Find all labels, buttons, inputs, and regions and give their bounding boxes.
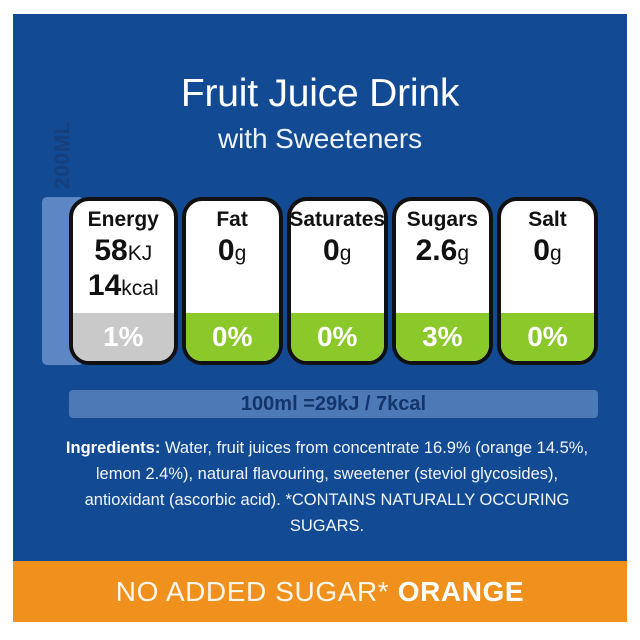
per-100ml-bar: 100ml =29kJ / 7kcal	[69, 390, 598, 418]
nutrient-value-secondary-unit: kcal	[121, 277, 159, 300]
nutrition-cell-top: Energy 58KJ 14kcal	[73, 201, 174, 313]
nutrition-cell-fat: Fat 0g 0%	[181, 197, 283, 365]
nutrient-name: Saturates	[289, 208, 386, 231]
ingredients-label: Ingredients:	[65, 439, 161, 457]
nutrient-value-number: 2.6	[415, 234, 458, 267]
nutrient-value-number: 0	[533, 234, 550, 267]
nutrient-percent-band: 0%	[500, 313, 594, 361]
nutrient-percent-band: 0%	[290, 313, 384, 361]
flavour-label: ORANGE	[397, 575, 525, 607]
nutrient-value-unit: g	[549, 242, 562, 265]
nutrient-percent-band: 0%	[185, 313, 279, 361]
nutrition-cell-salt: Salt 0g 0%	[496, 197, 598, 365]
nutrient-value-number: 58	[94, 234, 128, 267]
nutrition-cell-top: Salt 0g	[501, 201, 594, 313]
nutrient-value-secondary: 14kcal	[88, 270, 159, 305]
nutrition-cell-top: Saturates 0g	[291, 201, 384, 313]
nutrient-value: 0g	[323, 234, 351, 270]
nutrient-value: 58KJ	[94, 234, 152, 270]
nutrient-name: Sugars	[406, 208, 478, 231]
nutrient-value-unit: g	[234, 242, 247, 265]
nutrient-name: Fat	[216, 208, 248, 231]
nutrient-value-secondary-number: 14	[87, 269, 122, 302]
title-block: Fruit Juice Drink with Sweeteners	[13, 72, 627, 156]
footer-text: NO ADDED SUGAR* ORANGE	[116, 576, 524, 608]
product-subtitle: with Sweeteners	[218, 123, 422, 154]
nutrition-cell-top: Sugars 2.6g	[396, 201, 489, 313]
nutrient-value: 2.6g	[416, 234, 469, 270]
product-label-card: Fruit Juice Drink with Sweeteners 200ML …	[13, 14, 627, 622]
nutrient-value: 0g	[533, 234, 561, 270]
nutrition-cell-energy: Energy 58KJ 14kcal 1%	[69, 197, 178, 365]
nutrient-name: Salt	[528, 208, 567, 231]
nutrition-panel: 200ML Energy 58KJ 14kcal 1% Fat 0g 0%	[42, 121, 598, 365]
nutrition-cell-row: Energy 58KJ 14kcal 1% Fat 0g 0% Saturate…	[69, 197, 598, 365]
nutrient-value-unit: g	[339, 242, 352, 265]
product-title: Fruit Juice Drink	[180, 72, 460, 115]
nutrient-value-number: 0	[323, 234, 340, 267]
footer-banner: NO ADDED SUGAR* ORANGE	[13, 561, 627, 622]
no-added-sugar-claim: NO ADDED SUGAR*	[115, 575, 390, 607]
nutrient-value-unit: KJ	[127, 242, 153, 265]
nutrient-value: 0g	[218, 234, 246, 270]
nutrient-name: Energy	[87, 208, 159, 231]
nutrition-cell-sugars: Sugars 2.6g 3%	[391, 197, 493, 365]
nutrient-value-number: 0	[217, 234, 235, 267]
nutrition-cell-saturates: Saturates 0g 0%	[286, 197, 388, 365]
nutrient-value-unit: g	[457, 242, 470, 265]
ingredients-text: Ingredients: Water, fruit juices from co…	[57, 435, 597, 539]
ingredients-body: Water, fruit juices from concentrate 16.…	[84, 439, 589, 535]
nutrient-percent-band: 3%	[395, 313, 489, 361]
nutrient-percent-band: 1%	[73, 313, 174, 361]
nutrition-cell-top: Fat 0g	[186, 201, 279, 313]
